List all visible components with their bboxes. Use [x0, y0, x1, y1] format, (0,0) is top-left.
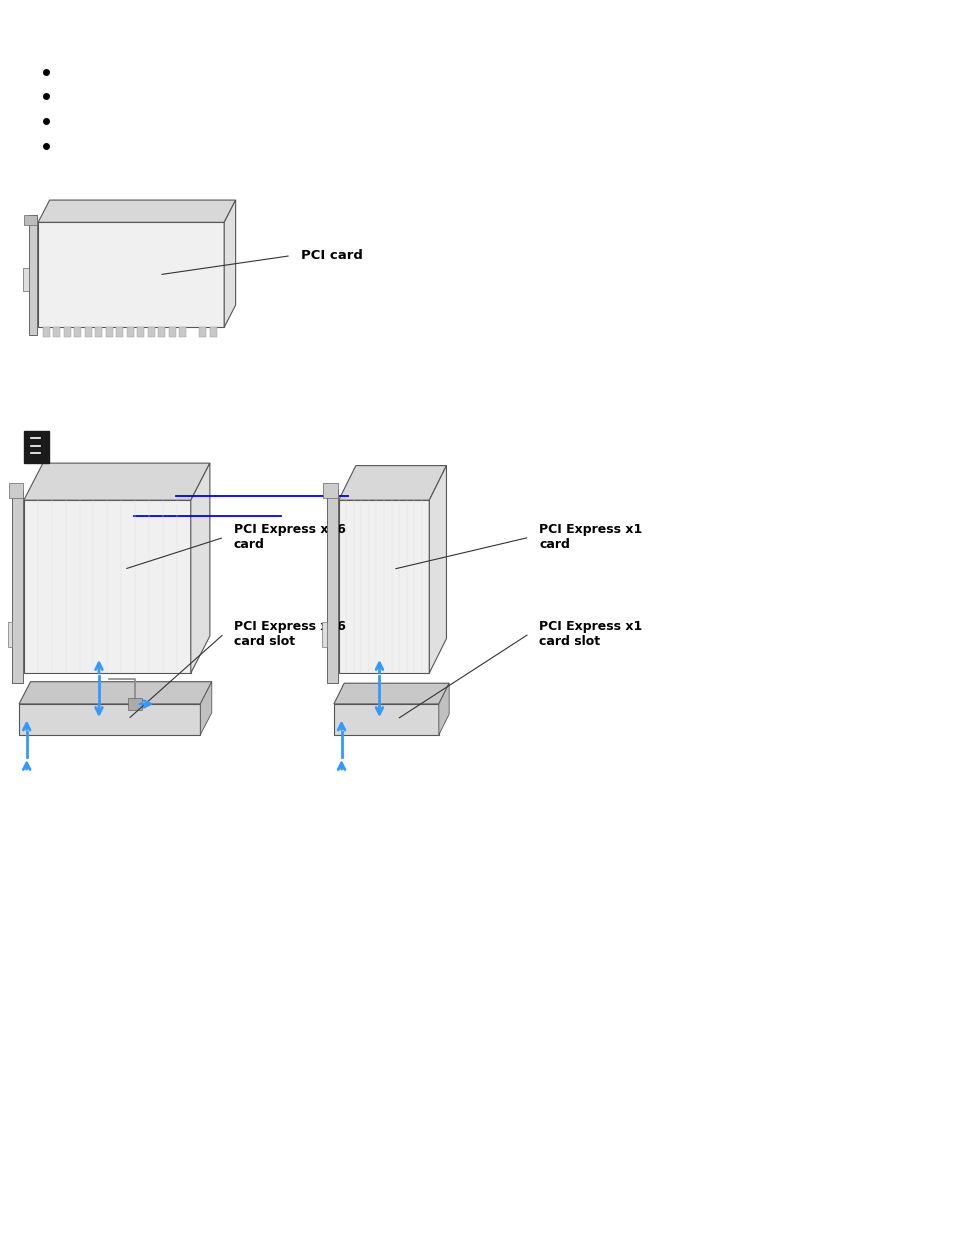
Bar — [64, 327, 71, 337]
Bar — [127, 327, 133, 337]
Polygon shape — [24, 500, 191, 673]
Polygon shape — [224, 200, 235, 327]
Text: PCI Express x1
card slot: PCI Express x1 card slot — [538, 620, 641, 647]
Polygon shape — [200, 682, 212, 735]
Polygon shape — [438, 683, 449, 735]
Bar — [53, 327, 60, 337]
Bar — [43, 327, 50, 337]
Polygon shape — [38, 222, 224, 327]
Bar — [128, 698, 142, 710]
Polygon shape — [24, 463, 210, 500]
Bar — [137, 327, 144, 337]
Polygon shape — [24, 215, 37, 225]
Polygon shape — [334, 683, 449, 704]
Polygon shape — [338, 466, 446, 500]
Polygon shape — [19, 682, 212, 704]
Bar — [148, 327, 154, 337]
Polygon shape — [19, 704, 200, 735]
Text: PCI card: PCI card — [300, 249, 362, 262]
Polygon shape — [8, 622, 12, 647]
Bar — [199, 327, 206, 337]
Text: PCI Express x1
card: PCI Express x1 card — [538, 524, 641, 551]
Polygon shape — [338, 500, 429, 673]
Text: PCI Express x16
card: PCI Express x16 card — [233, 524, 345, 551]
Polygon shape — [12, 490, 23, 683]
Polygon shape — [23, 268, 29, 290]
Bar — [179, 327, 186, 337]
Polygon shape — [38, 200, 235, 222]
Polygon shape — [191, 463, 210, 673]
Polygon shape — [429, 466, 446, 673]
Bar — [106, 327, 112, 337]
Bar — [95, 327, 102, 337]
FancyBboxPatch shape — [24, 431, 49, 463]
Polygon shape — [9, 483, 23, 498]
Polygon shape — [322, 622, 327, 647]
Polygon shape — [29, 215, 37, 335]
Bar — [169, 327, 175, 337]
Bar — [116, 327, 123, 337]
Text: PCI Express x16
card slot: PCI Express x16 card slot — [233, 620, 345, 647]
Polygon shape — [334, 704, 438, 735]
Bar — [210, 327, 216, 337]
Bar — [158, 327, 165, 337]
Polygon shape — [327, 490, 337, 683]
Polygon shape — [323, 483, 337, 498]
Bar — [74, 327, 81, 337]
Bar — [85, 327, 91, 337]
